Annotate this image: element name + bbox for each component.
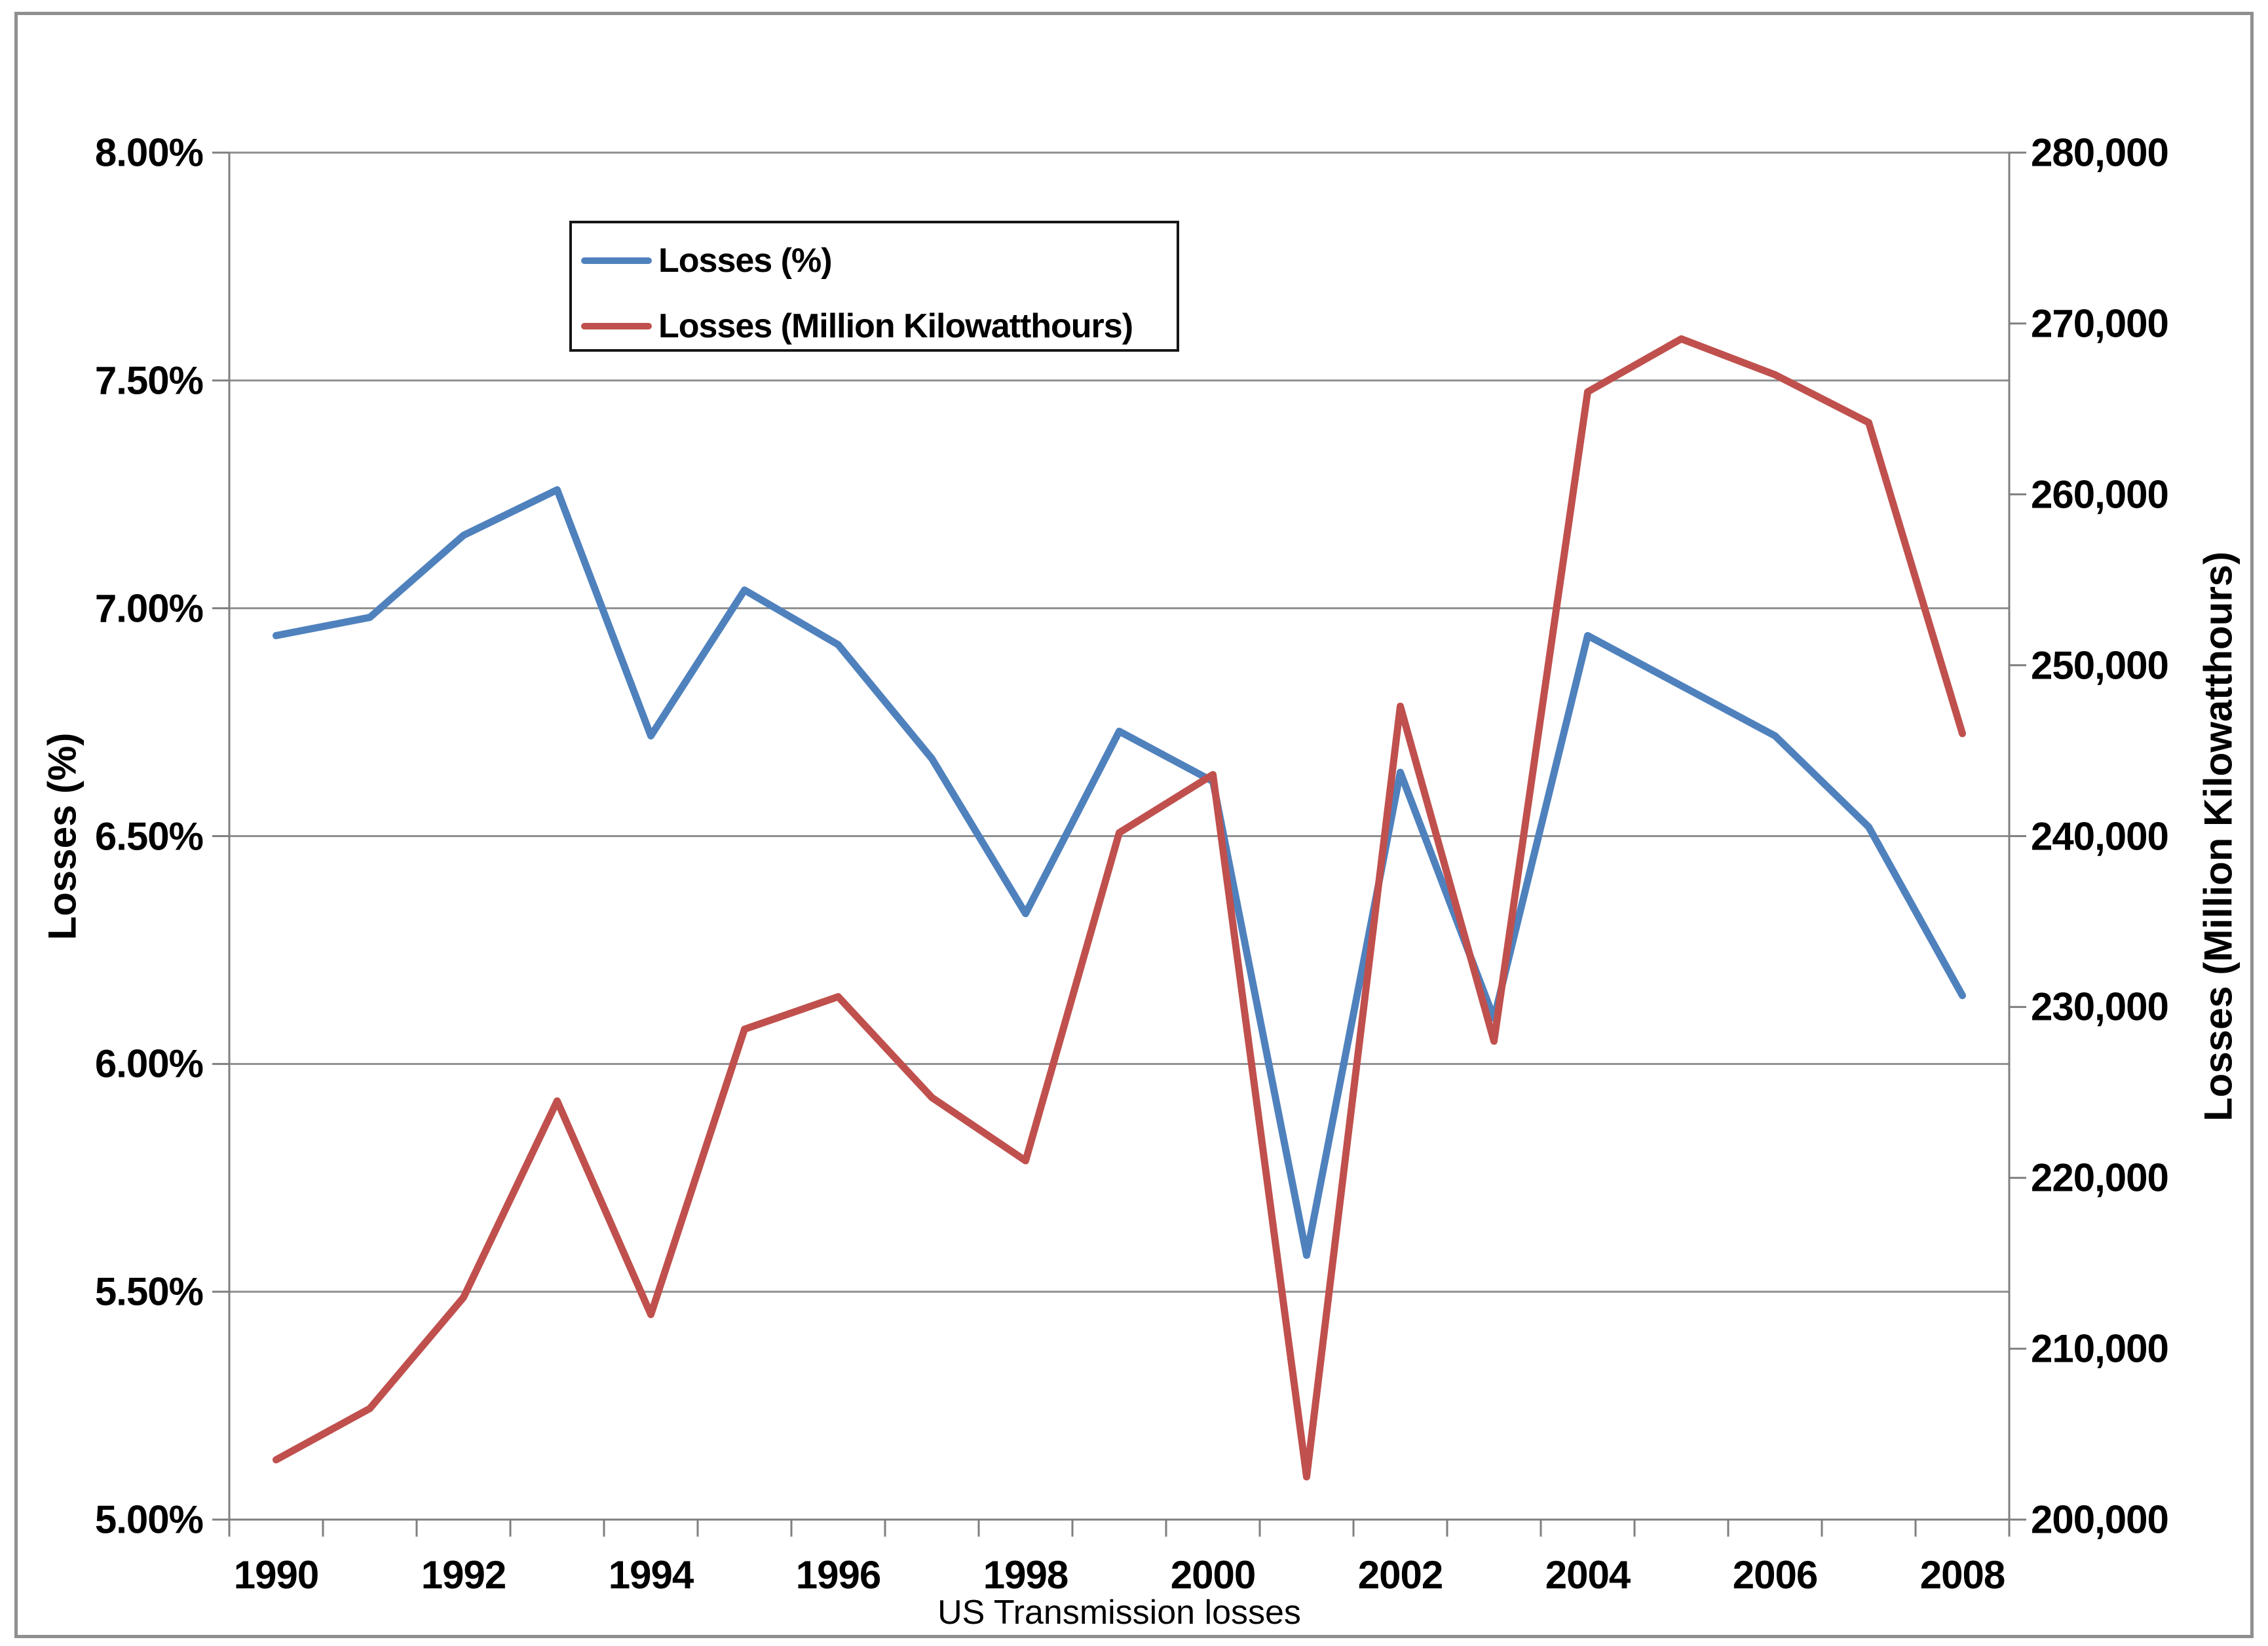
- y-axis-left-tick-label: 6.50%: [94, 814, 204, 858]
- y-axis-right-tick-label: 270,000: [2031, 301, 2169, 346]
- x-axis-tick-label: 1994: [608, 1553, 694, 1597]
- y-axis-right-tick-label: 210,000: [2031, 1326, 2169, 1371]
- x-axis-title: US Transmission losses: [937, 1594, 1301, 1632]
- series-line-mkwh: [273, 335, 1966, 1481]
- legend-swatch-blue-line: [581, 257, 652, 264]
- x-axis-tick-label: 2008: [1919, 1553, 2005, 1597]
- x-axis-tick-label: 1998: [983, 1553, 1068, 1597]
- x-axis-tick-label: 1996: [795, 1553, 881, 1597]
- y-axis-left-tick-label: 5.50%: [94, 1269, 204, 1314]
- y-axis-left-tick-label: 7.00%: [94, 586, 204, 631]
- y-axis-left-tick-label: 5.00%: [94, 1497, 204, 1542]
- series-line-percent: [273, 486, 1966, 1260]
- legend-swatch-red-line: [581, 323, 652, 329]
- y-axis-left-title: Losses (%): [40, 732, 85, 940]
- y-axis-left-tick-label: 6.00%: [94, 1041, 204, 1086]
- y-axis-left-tick-label: 8.00%: [94, 130, 204, 175]
- x-axis-tick-label: 2004: [1545, 1553, 1631, 1597]
- x-axis-tick-label: 2006: [1732, 1553, 1818, 1597]
- gridlines: [229, 151, 2009, 1293]
- legend-label: Losses (%): [658, 242, 833, 280]
- y-axis-right-tick-label: 230,000: [2031, 984, 2169, 1029]
- y-axis-right-tick-label: 280,000: [2031, 130, 2169, 175]
- legend-label: Losses (Million Kilowatthours): [658, 307, 1133, 345]
- y-axis-right-title: Losses (Million Kilowatthours): [2196, 551, 2240, 1121]
- axis-tick-marks: [212, 151, 2026, 1537]
- x-axis-tick-label: 2000: [1170, 1553, 1256, 1597]
- data-series-lines: [273, 335, 1966, 1481]
- y-axis-right-tick-label: 200,000: [2031, 1497, 2169, 1542]
- x-axis-tick-label: 2002: [1357, 1553, 1443, 1597]
- y-axis-left-tick-label: 7.50%: [94, 358, 204, 403]
- x-axis-tick-label: 1990: [233, 1553, 319, 1597]
- legend-box: Losses (%) Losses (Million Kilowatthours…: [569, 221, 1179, 352]
- y-axis-right-tick-label: 260,000: [2031, 472, 2169, 517]
- y-axis-right-tick-label: 250,000: [2031, 643, 2169, 688]
- x-axis-tick-label: 1992: [421, 1553, 506, 1597]
- y-axis-right-tick-label: 240,000: [2031, 814, 2169, 858]
- y-axis-right-tick-label: 220,000: [2031, 1155, 2169, 1200]
- legend-item-losses-mkwh: Losses (Million Kilowatthours): [581, 303, 1133, 349]
- legend-item-losses-percent: Losses (%): [581, 238, 833, 284]
